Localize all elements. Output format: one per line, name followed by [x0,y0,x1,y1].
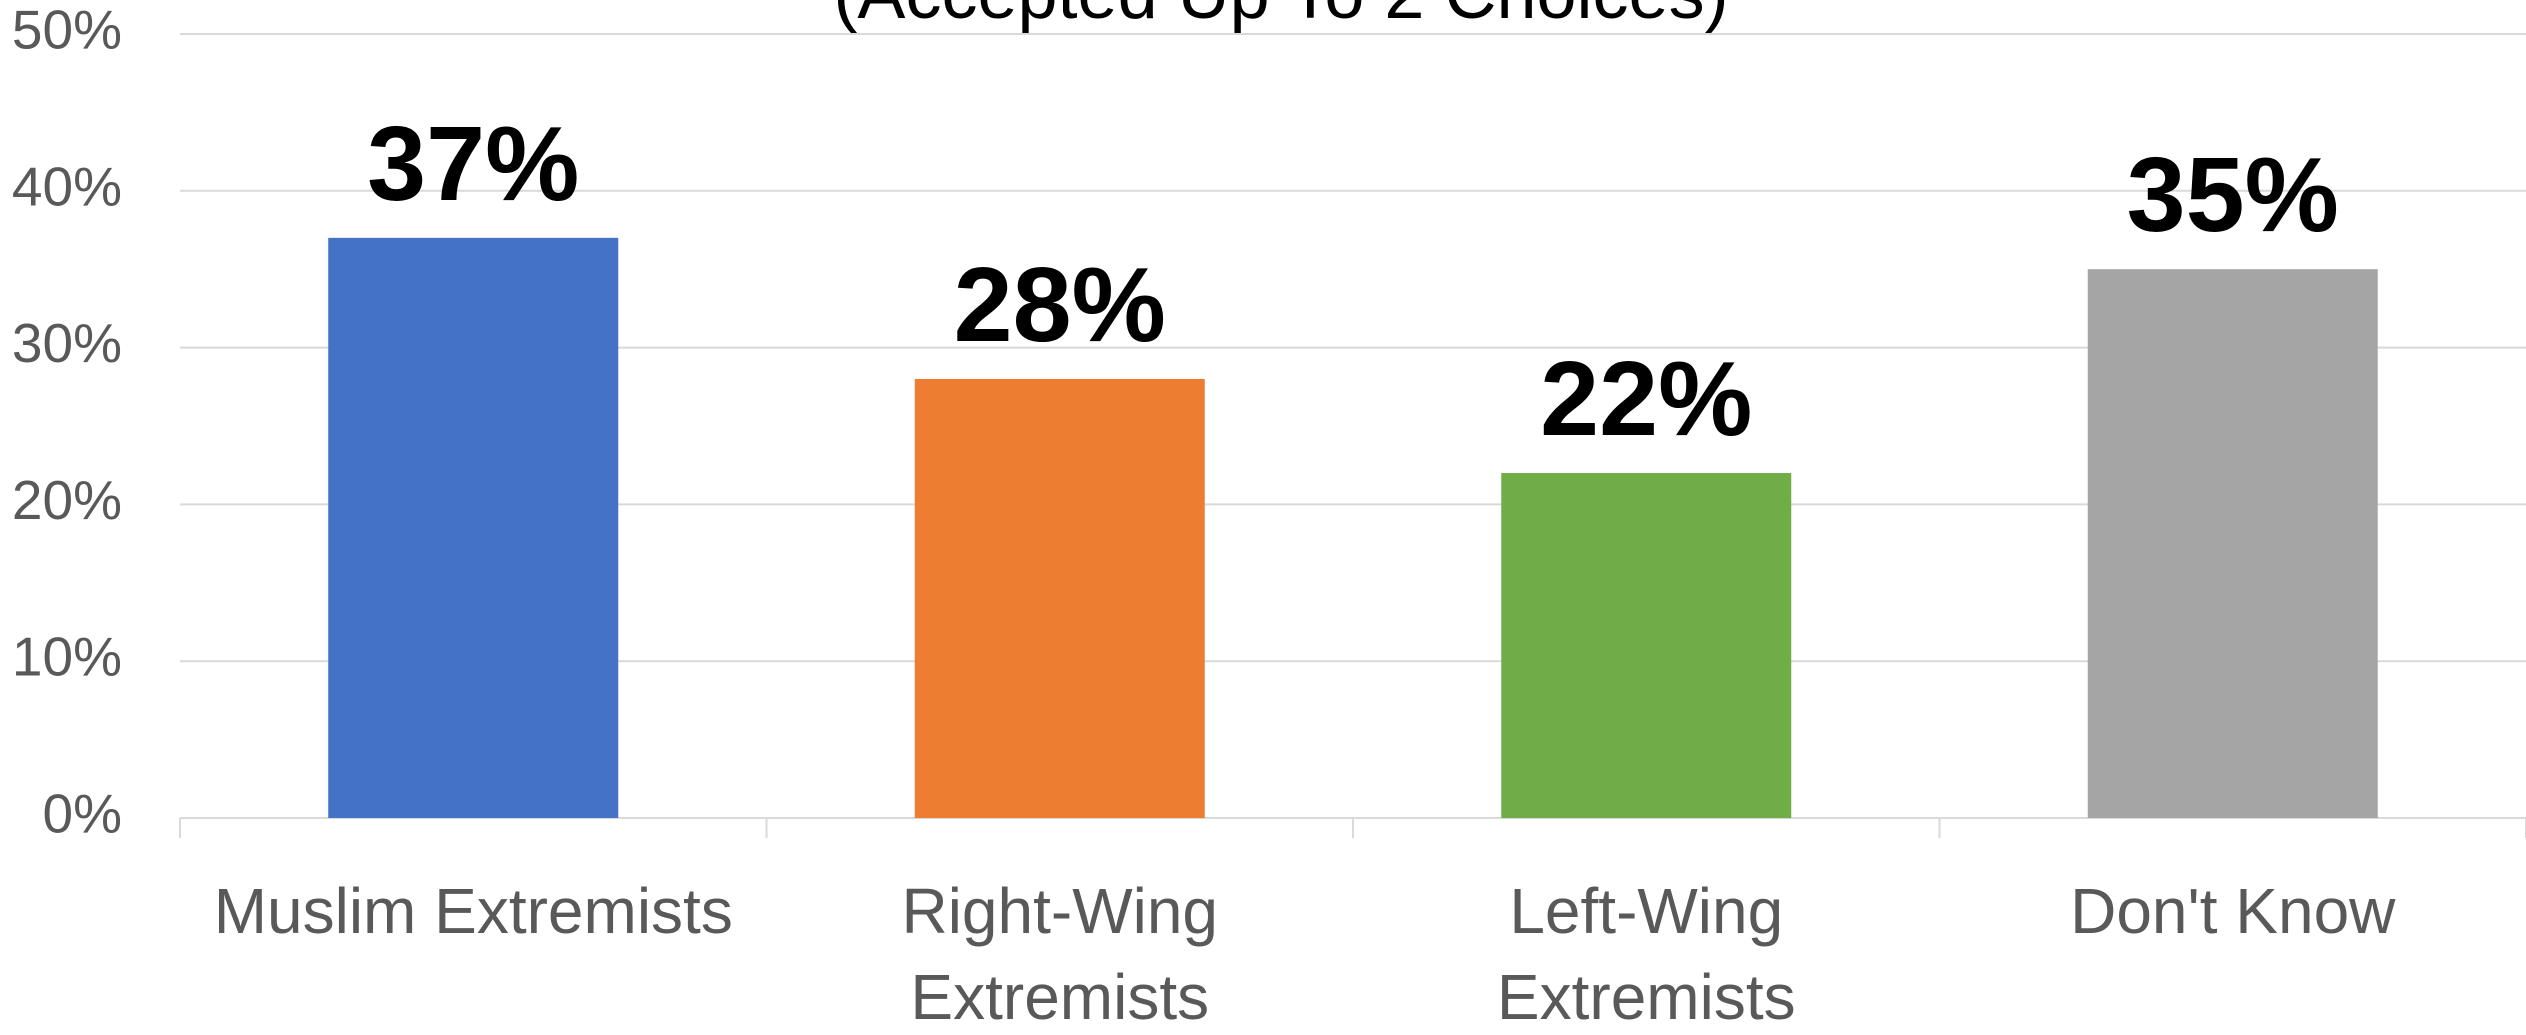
data-label: 37% [367,105,579,223]
x-tick-label: Muslim Extremists [213,875,733,947]
x-tick-label: Left-Wing Extremists [1496,875,1796,1033]
bar [1501,473,1792,818]
bar [328,237,619,819]
y-tick-label: 50% [12,0,122,61]
y-tick-label: 30% [12,312,122,374]
y-tick-label: 20% [12,469,122,531]
x-tick-label: Right-Wing Extremists [901,875,1219,1033]
data-label: 22% [1540,340,1752,458]
y-tick-label: 40% [12,155,122,217]
bar [914,378,1205,818]
chart-subtitle: (Accepted Up To 2 Choices) [833,0,1728,34]
data-label: 35% [2127,136,2339,254]
bar [2087,269,2378,818]
x-tick-label: Don't Know [2070,875,2396,947]
data-label: 28% [954,246,1166,364]
y-tick-label: 0% [43,783,123,845]
y-tick-label: 10% [12,626,122,688]
